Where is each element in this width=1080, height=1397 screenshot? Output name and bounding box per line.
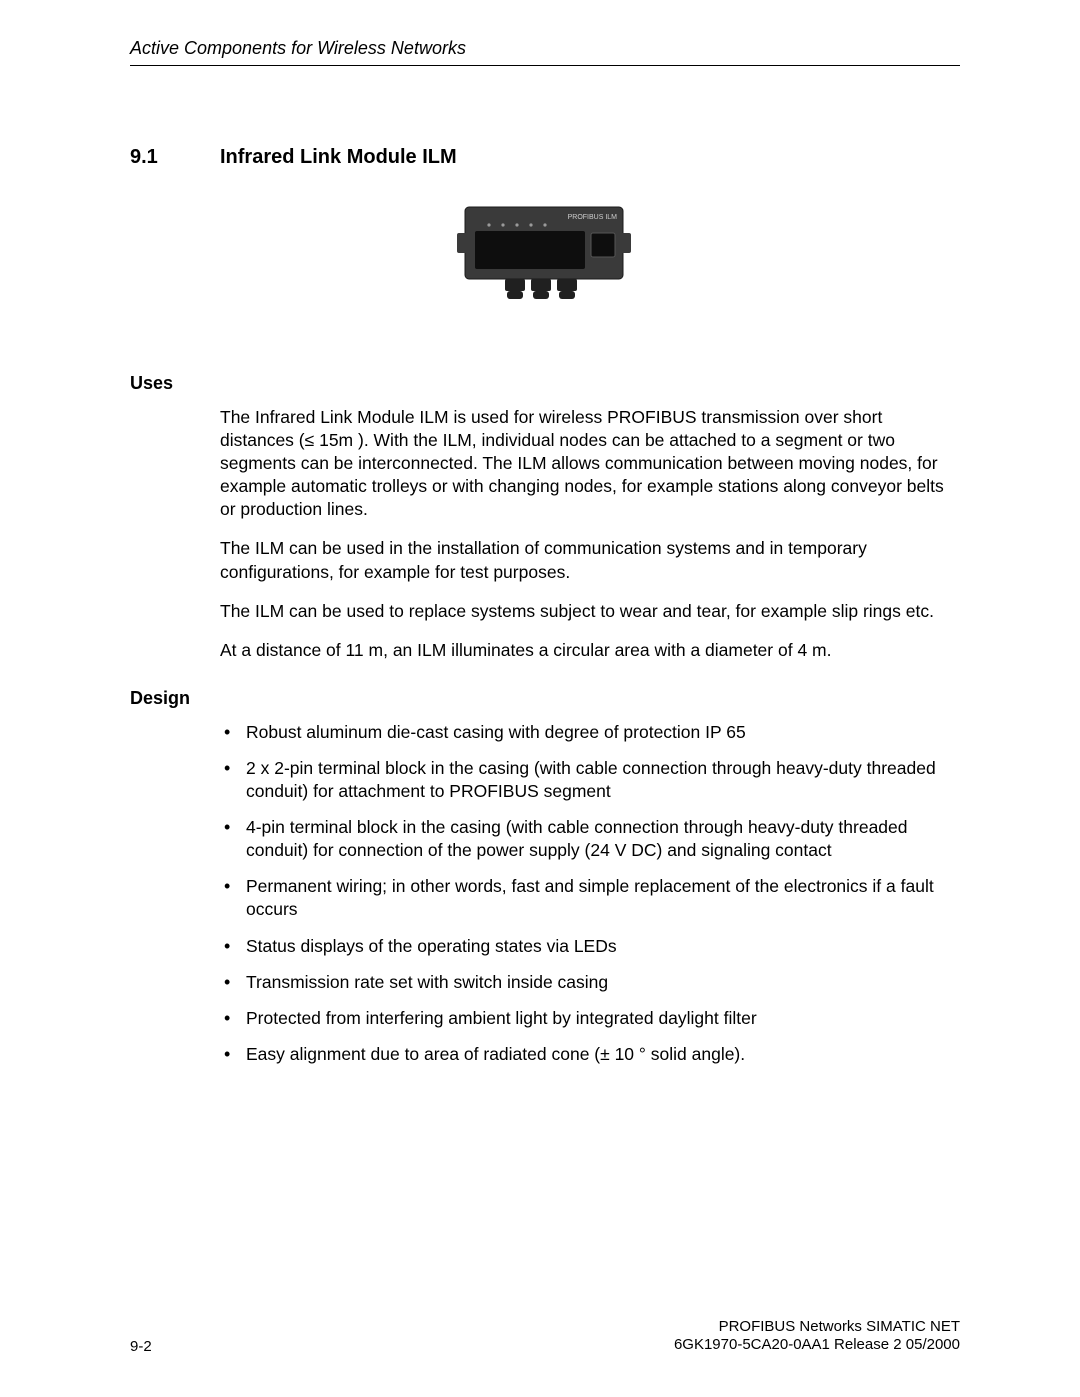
design-list-item: Transmission rate set with switch inside… xyxy=(220,971,960,994)
uses-paragraph: The ILM can be used in the installation … xyxy=(220,537,960,583)
page-number: 9-2 xyxy=(130,1338,152,1355)
design-list-item: Protected from interfering ambient light… xyxy=(220,1007,960,1030)
ilm-device-icon: PROFIBUS ILM xyxy=(455,193,635,313)
design-list-item: 2 x 2-pin terminal block in the casing (… xyxy=(220,757,960,803)
design-list-item: Easy alignment due to area of radiated c… xyxy=(220,1043,960,1066)
uses-heading: Uses xyxy=(130,373,960,394)
footer-doc-title: PROFIBUS Networks SIMATIC NET xyxy=(674,1318,960,1337)
section-number: 9.1 xyxy=(130,146,220,169)
cable-gland-icon xyxy=(505,279,525,299)
uses-paragraph: At a distance of 11 m, an ILM illuminate… xyxy=(220,639,960,662)
design-heading: Design xyxy=(130,688,960,709)
cable-gland-icon xyxy=(531,279,551,299)
running-header: Active Components for Wireless Networks xyxy=(130,38,960,66)
design-list-item: Robust aluminum die-cast casing with deg… xyxy=(220,721,960,744)
design-list-item: Permanent wiring; in other words, fast a… xyxy=(220,875,960,921)
device-figure: PROFIBUS ILM xyxy=(130,193,960,313)
uses-paragraph: The ILM can be used to replace systems s… xyxy=(220,600,960,623)
section-heading-row: 9.1 Infrared Link Module ILM xyxy=(130,146,960,169)
design-list-item: 4-pin terminal block in the casing (with… xyxy=(220,816,960,862)
cable-gland-icon xyxy=(557,279,577,299)
uses-body: The Infrared Link Module ILM is used for… xyxy=(220,406,960,662)
svg-text:PROFIBUS ILM: PROFIBUS ILM xyxy=(568,214,618,221)
page: Active Components for Wireless Networks … xyxy=(0,0,1080,1397)
uses-paragraph: The Infrared Link Module ILM is used for… xyxy=(220,406,960,521)
page-footer: 9-2 PROFIBUS Networks SIMATIC NET 6GK197… xyxy=(130,1318,960,1356)
footer-doc-id: 6GK1970-5CA20-0AA1 Release 2 05/2000 xyxy=(674,1336,960,1355)
footer-doc-info: PROFIBUS Networks SIMATIC NET 6GK1970-5C… xyxy=(674,1318,960,1356)
design-body: Robust aluminum die-cast casing with deg… xyxy=(220,721,960,1066)
design-list: Robust aluminum die-cast casing with deg… xyxy=(220,721,960,1066)
design-list-item: Status displays of the operating states … xyxy=(220,935,960,958)
section-title: Infrared Link Module ILM xyxy=(220,146,457,169)
